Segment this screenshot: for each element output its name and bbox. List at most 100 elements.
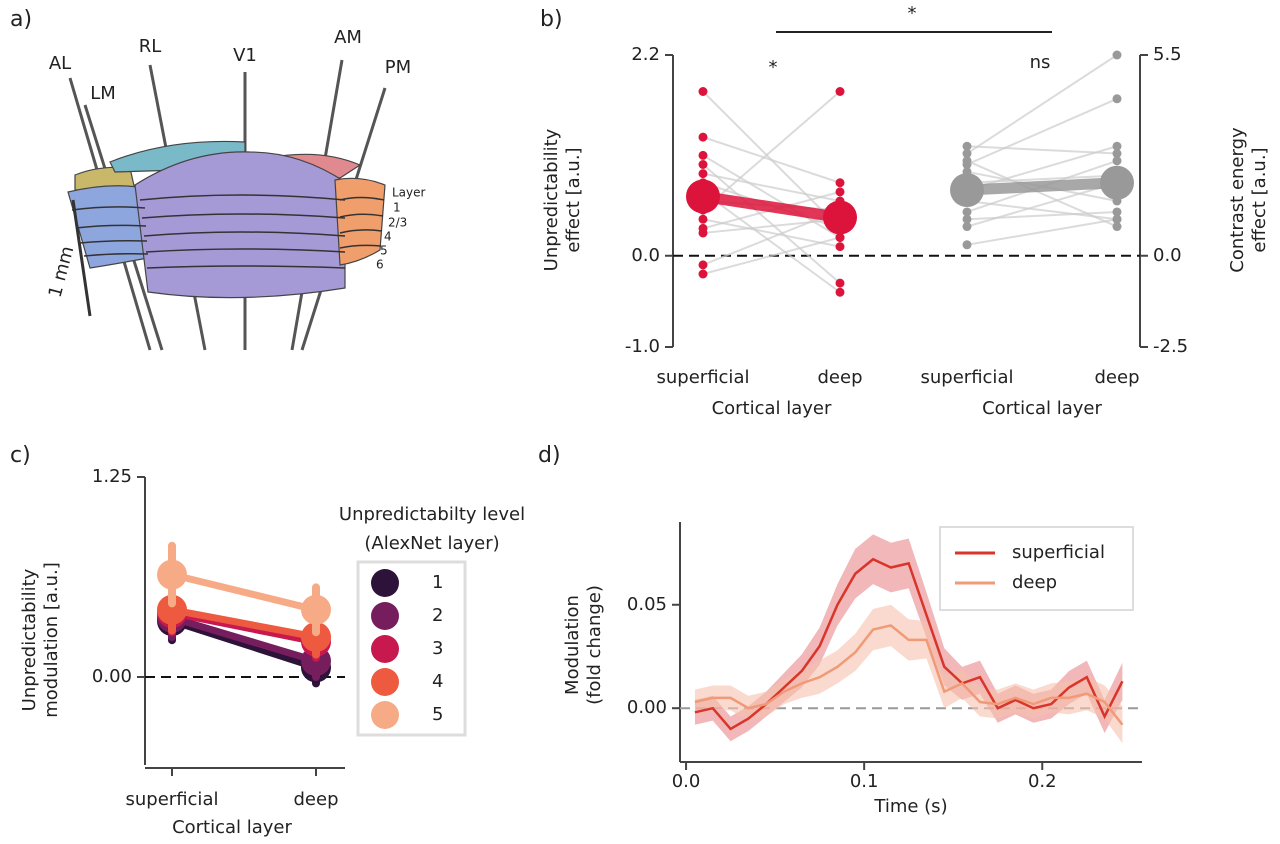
data-point: [1112, 50, 1122, 60]
pair-line: [966, 145, 1118, 192]
pair-line: [702, 163, 841, 284]
y-tick-label: 0.0: [1153, 245, 1182, 266]
mean-point: [686, 179, 720, 214]
data-point: [301, 594, 331, 625]
legend-swatch: [371, 635, 399, 663]
legend-swatch: [371, 602, 399, 630]
pair-line: [966, 218, 1118, 246]
y-axis-label: modulation [a.u.]: [41, 562, 62, 718]
data-point: [962, 207, 972, 217]
legend-label: 3: [432, 638, 443, 659]
layer-lines: [139, 194, 346, 269]
data-point: [698, 150, 708, 160]
pair-line: [966, 181, 1118, 228]
brain-diagram: a) AL LM RL V1 AM PM Layer 1 2/3 4 5 6 1…: [10, 7, 426, 351]
pair-line: [966, 145, 1118, 155]
pair-line: [702, 191, 841, 294]
legend-title: (AlexNet layer): [364, 533, 499, 554]
area-label: PM: [385, 57, 411, 78]
layer-lines: [339, 196, 385, 249]
panel-label: a): [10, 7, 32, 32]
data-point: [698, 269, 708, 279]
legend-label: superficial: [1012, 542, 1105, 563]
y-tick-label: 0.0: [631, 245, 660, 266]
data-point: [157, 594, 187, 625]
area-label: AM: [334, 27, 362, 48]
pair-line: [966, 174, 1118, 184]
series-line: [170, 614, 318, 665]
data-point: [835, 233, 845, 242]
x-tick-label: superficial: [657, 367, 750, 388]
y-axis-label: (fold change): [584, 585, 605, 705]
data-point: [698, 132, 708, 142]
x-tick-label: superficial: [126, 789, 219, 810]
data-point: [835, 242, 845, 252]
data-point: [962, 214, 972, 224]
panel-label: d): [538, 443, 561, 468]
data-point: [835, 287, 845, 297]
error-band: [694, 604, 1123, 744]
legend-swatch: [371, 668, 399, 696]
data-point: [962, 149, 972, 159]
area-v1: [134, 151, 346, 299]
data-point: [835, 178, 845, 188]
layer-label: 5: [380, 244, 388, 258]
y-tick-label: -1.0: [625, 336, 660, 357]
data-point: [698, 160, 708, 169]
y-tick-label: 0.05: [627, 594, 667, 615]
legend-label: deep: [1012, 572, 1057, 593]
data-point: [698, 214, 708, 224]
y-tick-label: 0.00: [92, 666, 132, 687]
x-tick-label: deep: [294, 789, 339, 810]
legend-label: 4: [432, 671, 443, 692]
legend-swatch: [371, 701, 399, 729]
x-tick-label: 0.0: [672, 771, 701, 792]
data-point: [1112, 141, 1122, 151]
pair-line: [702, 218, 841, 248]
mean-point: [823, 200, 857, 235]
y-tick-label: 0.00: [627, 697, 667, 718]
mean-line: [702, 191, 841, 223]
data-point: [1112, 214, 1122, 224]
pair-line: [702, 154, 841, 239]
pair-line: [702, 90, 841, 211]
data-point: [835, 87, 845, 96]
x-tick-label: 0.2: [1028, 771, 1057, 792]
y-tick-label: 2.2: [631, 44, 660, 65]
pair-line: [702, 172, 841, 202]
y-axis-label: Unpredictability: [19, 568, 40, 711]
scale-bar: [71, 199, 92, 317]
data-point: [698, 228, 708, 238]
legend-label: 1: [432, 572, 443, 593]
data-point: [962, 240, 972, 250]
pair-line: [966, 159, 1118, 228]
annotation: *: [769, 57, 778, 78]
legend-swatch: [371, 569, 399, 597]
data-point: [1112, 149, 1122, 159]
y-tick-label: -2.5: [1153, 336, 1188, 357]
x-tick-label: deep: [1095, 367, 1140, 388]
pair-line: [966, 97, 1118, 166]
data-point: [962, 222, 972, 232]
x-axis-label: Cortical layer: [982, 398, 1102, 419]
y-tick-label: 1.25: [92, 466, 132, 487]
data-point: [835, 278, 845, 288]
mean-point: [950, 173, 984, 208]
data-point: [962, 156, 972, 166]
y-axis-label: Contrast energy: [1227, 127, 1248, 273]
series-line: [171, 571, 317, 614]
layer-label: 1: [393, 201, 401, 215]
data-point: [1112, 94, 1122, 104]
x-axis-label: Cortical layer: [712, 398, 832, 419]
data-point: [1112, 207, 1122, 217]
layer-label: 2/3: [388, 216, 407, 230]
pair-line: [966, 210, 1118, 221]
y-axis-label: effect [a.u.]: [563, 147, 584, 252]
layer-label: 6: [376, 258, 384, 272]
pair-line: [702, 236, 841, 275]
annotation: *: [908, 3, 917, 24]
legend-label: 5: [432, 704, 443, 725]
legend-label: 2: [432, 605, 443, 626]
x-tick-label: deep: [818, 367, 863, 388]
area-pm: [334, 177, 386, 266]
